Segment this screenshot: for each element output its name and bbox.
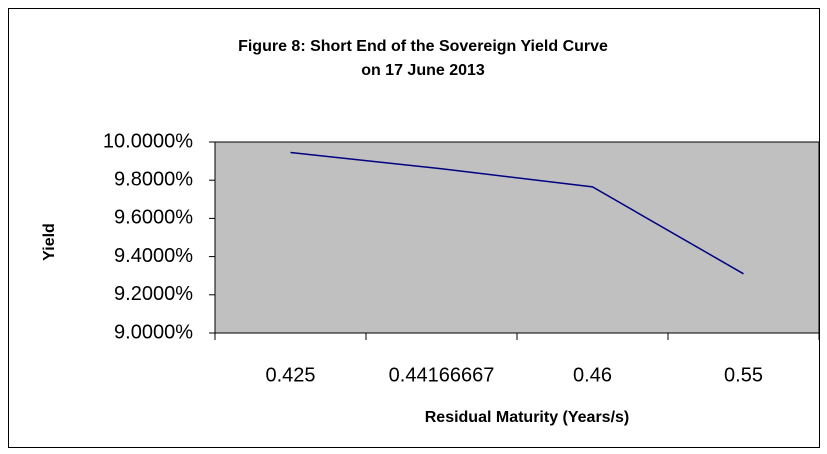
y-tick-label: 9.0000%	[114, 321, 193, 343]
y-tick-label: 9.4000%	[114, 245, 193, 267]
chart-title: Figure 8: Short End of the Sovereign Yie…	[238, 38, 608, 55]
chart-subtitle: on 17 June 2013	[361, 62, 485, 79]
x-tick-label: 0.44166667	[389, 364, 495, 386]
x-tick-label: 0.55	[724, 364, 763, 386]
y-tick-label: 9.2000%	[114, 283, 193, 305]
y-axis-title: Yield	[41, 223, 58, 261]
x-tick-label: 0.46	[573, 364, 612, 386]
x-axis-title: Residual Maturity (Years/s)	[425, 409, 630, 426]
line-series	[290, 151, 744, 275]
plot-area	[214, 141, 820, 334]
x-tick-label: 0.425	[265, 364, 315, 386]
y-tick-label: 9.6000%	[114, 207, 193, 229]
y-tick-label: 9.8000%	[114, 168, 193, 190]
y-tick-label: 10.0000%	[103, 130, 193, 152]
